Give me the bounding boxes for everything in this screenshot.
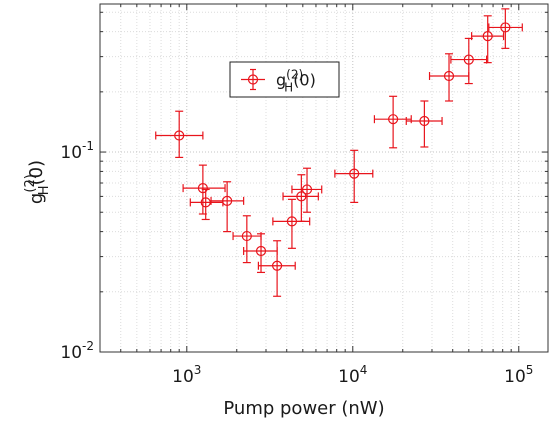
- y-axis-label-text: g(2)H(0): [23, 160, 52, 204]
- y-tick-label: 10-1: [60, 139, 94, 163]
- data-marker: [301, 184, 313, 195]
- grid: [100, 4, 548, 352]
- data-marker: [349, 168, 360, 179]
- data-marker: [296, 191, 307, 202]
- data-series: [155, 8, 523, 297]
- data-point: [373, 95, 412, 149]
- data-point: [257, 240, 296, 297]
- data-marker: [463, 54, 474, 65]
- data-marker: [272, 260, 283, 271]
- x-tick-label: 103: [172, 363, 201, 387]
- legend-label: g(2) H(0): [276, 68, 316, 95]
- data-marker: [241, 230, 252, 242]
- data-marker: [482, 31, 493, 42]
- y-tick-label: 10-2: [60, 339, 94, 363]
- data-point: [155, 110, 204, 159]
- legend: g(2) H(0): [229, 61, 340, 98]
- data-point: [210, 181, 245, 233]
- data-marker: [443, 70, 455, 82]
- x-axis-label: Pump power (nW): [223, 398, 384, 419]
- data-point: [334, 149, 374, 203]
- data-marker: [200, 197, 211, 208]
- data-point: [405, 100, 443, 148]
- x-tick-label: 104: [338, 363, 367, 387]
- data-marker: [388, 114, 399, 125]
- data-point: [488, 8, 523, 49]
- y-axis-label: g(2)H(0): [23, 160, 52, 204]
- data-point: [471, 15, 505, 64]
- data-point: [232, 215, 262, 264]
- data-point: [291, 167, 323, 213]
- data-marker: [197, 183, 208, 194]
- axis-ticks: 103 104 105 10-2 10-1: [60, 4, 548, 387]
- data-marker: [419, 115, 430, 127]
- data-marker: [500, 22, 511, 33]
- data-point: [428, 53, 470, 102]
- legend-marker: [247, 74, 259, 85]
- x-tick-label: 105: [504, 363, 533, 387]
- data-marker: [255, 245, 267, 257]
- data-point: [189, 188, 224, 221]
- data-marker: [222, 195, 233, 206]
- data-point: [450, 37, 488, 85]
- data-marker: [286, 216, 298, 227]
- plot-frame: [99, 3, 549, 353]
- data-point: [282, 174, 319, 222]
- data-marker: [174, 130, 185, 141]
